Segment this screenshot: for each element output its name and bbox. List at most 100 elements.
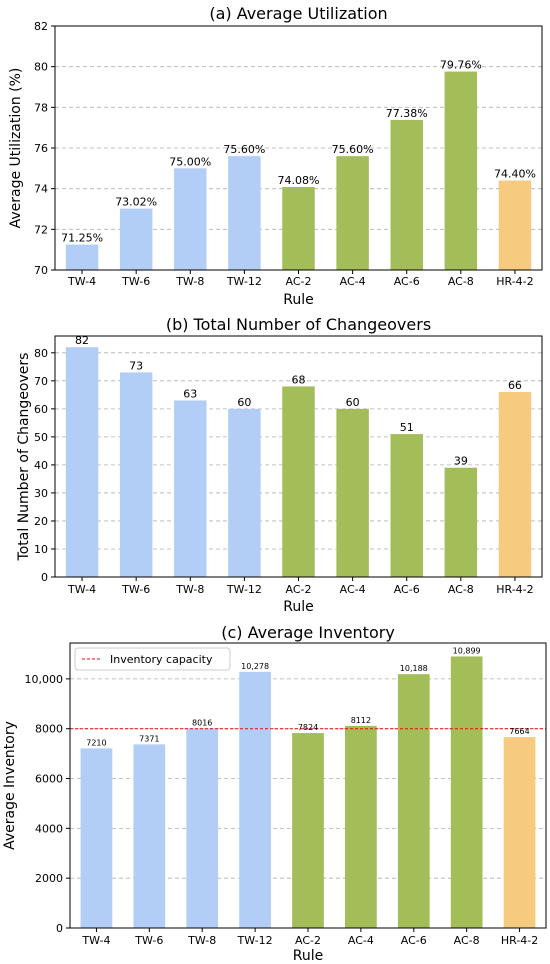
y-tick-label: 70 — [34, 264, 48, 277]
y-tick-label: 8000 — [35, 723, 63, 736]
y-tick-label: 74 — [34, 183, 48, 196]
chart-title: (a) Average Utilization — [209, 4, 387, 23]
x-tick-label: AC-6 — [401, 934, 427, 947]
bar-value-label: 73 — [129, 359, 143, 372]
bar-tw-6 — [119, 208, 153, 270]
y-axis-label: Average Utilization (%) — [8, 68, 24, 229]
x-tick-label: AC-4 — [340, 583, 366, 596]
legend-box — [74, 647, 231, 671]
y-tick-label: 60 — [34, 403, 48, 416]
bar-ac-8 — [444, 467, 478, 577]
y-tick-label: 72 — [34, 223, 48, 236]
x-tick-label: TW-6 — [121, 275, 150, 288]
y-tick-label: 80 — [34, 347, 48, 360]
chart-title: (c) Average Inventory — [221, 623, 395, 642]
bar-ac-6 — [390, 434, 423, 577]
bar-value-label: 79.76% — [440, 59, 482, 72]
bar-tw-8 — [174, 400, 207, 577]
y-tick-label: 30 — [34, 487, 48, 500]
bar-tw-12 — [228, 408, 261, 577]
bar-tw-4 — [80, 748, 113, 928]
bar-value-label: 7824 — [298, 723, 318, 732]
bar-value-label: 77.38% — [386, 107, 428, 120]
x-tick-label: AC-2 — [286, 275, 312, 288]
x-tick-label: TW-4 — [67, 275, 96, 288]
x-tick-label: HR-4-2 — [501, 934, 538, 947]
bar-ac-2 — [282, 386, 315, 577]
x-tick-label: TW-4 — [81, 934, 110, 947]
x-tick-label: TW-6 — [134, 934, 163, 947]
bar-value-label: 68 — [292, 373, 306, 386]
y-tick-label: 50 — [34, 431, 48, 444]
x-tick-label: TW-12 — [237, 934, 273, 947]
x-tick-label: AC-6 — [394, 583, 420, 596]
bar-ac-4 — [345, 725, 377, 928]
bar-value-label: 74.08% — [278, 174, 320, 187]
bar-value-label: 7664 — [509, 727, 529, 736]
bar-value-label: 82 — [75, 334, 89, 347]
x-axis-label: Rule — [283, 599, 313, 615]
x-tick-label: HR-4-2 — [496, 583, 533, 596]
chart-panel-0: 71.25% 73.02% 75.00% 75.60% 74.08% 75.60% 77.3… — [8, 4, 543, 308]
x-tick-label: AC-6 — [394, 275, 420, 288]
x-axis-label: Rule — [283, 292, 313, 308]
bar-ac-8 — [444, 71, 478, 271]
bar-value-label: 60 — [346, 396, 360, 409]
bar-hr-4-2 — [498, 180, 532, 270]
bar-value-label: 75.60% — [223, 143, 265, 156]
bar-tw-6 — [119, 372, 153, 577]
x-tick-label: TW-6 — [121, 583, 150, 596]
x-tick-label: TW-12 — [226, 275, 262, 288]
bar-value-label: 10,188 — [400, 664, 428, 673]
y-axis-label: Average Inventory — [2, 721, 18, 850]
y-tick-label: 70 — [34, 375, 48, 388]
x-tick-label: AC-2 — [295, 934, 321, 947]
x-tick-label: HR-4-2 — [496, 275, 533, 288]
x-tick-label: TW-8 — [175, 275, 204, 288]
bar-tw-12 — [239, 671, 271, 928]
bar-ac-4 — [336, 408, 369, 577]
x-tick-label: AC-8 — [448, 583, 474, 596]
bar-ac-6 — [390, 119, 423, 270]
bar-value-label: 63 — [183, 387, 197, 400]
y-tick-label: 78 — [34, 101, 48, 114]
bar-value-label: 10,278 — [241, 662, 269, 671]
bar-value-label: 8016 — [192, 718, 212, 727]
bar-ac-4 — [336, 156, 369, 270]
x-axis-label: Rule — [293, 948, 323, 964]
bar-hr-4-2 — [498, 392, 532, 577]
bar-value-label: 51 — [400, 421, 414, 434]
bar-tw-4 — [65, 347, 99, 577]
bar-tw-8 — [174, 168, 207, 270]
bar-value-label: 7371 — [139, 734, 159, 743]
chart-title: (b) Total Number of Changeovers — [166, 315, 431, 334]
x-tick-label: AC-4 — [348, 934, 374, 947]
x-tick-label: AC-4 — [340, 275, 366, 288]
bar-value-label: 10,899 — [453, 646, 481, 655]
x-tick-label: TW-8 — [175, 583, 204, 596]
bar-value-label: 8112 — [351, 716, 371, 725]
bar-value-label: 66 — [508, 379, 522, 392]
y-tick-label: 10 — [34, 543, 48, 556]
bar-hr-4-2 — [503, 737, 536, 928]
bar-value-label: 75.00% — [169, 155, 211, 168]
y-tick-label: 4000 — [35, 822, 63, 835]
x-tick-label: TW-4 — [67, 583, 96, 596]
bar-value-label: 60 — [237, 396, 251, 409]
y-tick-label: 82 — [34, 20, 48, 33]
x-tick-label: TW-12 — [226, 583, 262, 596]
bar-value-label: 71.25% — [61, 232, 103, 245]
y-tick-label: 0 — [41, 571, 48, 584]
chart-panel-1: 82 73 63 60 68 60 51 39 66 0 10 20 30 40 50 60 70 80 TW-4 T… — [16, 315, 543, 615]
bar-value-label: 73.02% — [115, 196, 157, 209]
bar-ac-6 — [397, 674, 430, 928]
legend-label-inventory-capacity: Inventory capacity — [110, 653, 213, 666]
y-tick-label: 76 — [34, 142, 48, 155]
bar-value-label: 39 — [454, 455, 468, 468]
y-axis-label: Total Number of Changeovers — [16, 353, 32, 562]
bar-tw-6 — [133, 744, 166, 928]
y-tick-label: 2000 — [35, 872, 63, 885]
x-tick-label: AC-8 — [448, 275, 474, 288]
bar-value-label: 75.60% — [332, 143, 374, 156]
